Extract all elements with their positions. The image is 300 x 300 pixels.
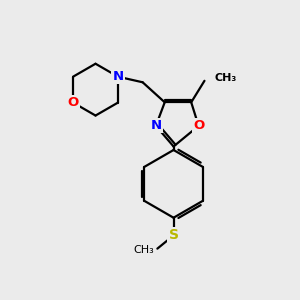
Text: O: O xyxy=(68,96,79,109)
Text: N: N xyxy=(112,70,124,83)
Text: CH₃: CH₃ xyxy=(134,245,154,255)
Text: CH₃: CH₃ xyxy=(215,74,237,83)
Text: O: O xyxy=(193,119,204,132)
Text: S: S xyxy=(169,228,178,242)
Text: N: N xyxy=(150,119,161,132)
